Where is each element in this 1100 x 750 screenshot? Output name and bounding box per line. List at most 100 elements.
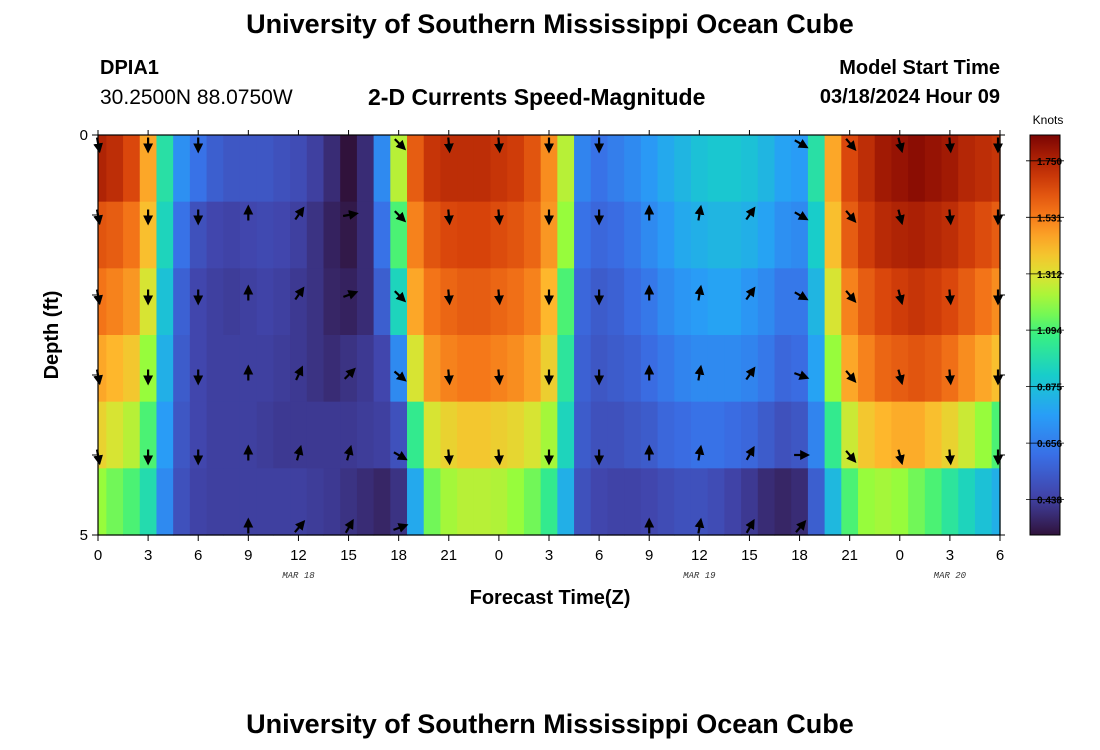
x-axis-title: Forecast Time(Z) bbox=[470, 587, 631, 609]
y-axis: 05 bbox=[80, 127, 1005, 544]
current-vector-arrow bbox=[343, 290, 359, 300]
x-tick-label: 21 bbox=[841, 547, 858, 564]
heatmap-cell bbox=[273, 135, 291, 203]
heatmap-cell bbox=[774, 335, 792, 403]
heatmap-cell bbox=[757, 135, 776, 203]
heatmap-cell bbox=[390, 268, 408, 336]
heatmap-cell bbox=[256, 135, 274, 203]
heatmap-cell bbox=[123, 201, 141, 269]
heatmap-cell bbox=[640, 135, 659, 203]
heatmap-cell bbox=[273, 401, 291, 469]
heatmap-cell bbox=[607, 201, 625, 269]
heatmap-cell bbox=[791, 401, 809, 469]
current-vector-arrow bbox=[694, 284, 705, 301]
heatmap-cell bbox=[223, 468, 241, 536]
heatmap-cell bbox=[273, 268, 291, 336]
current-vector-arrow bbox=[694, 517, 705, 534]
heatmap-cell bbox=[874, 335, 893, 403]
heatmap-cell bbox=[574, 335, 592, 403]
current-vector-arrow bbox=[845, 210, 857, 223]
heatmap-cell bbox=[841, 335, 859, 403]
current-vector-arrow bbox=[794, 139, 809, 149]
heatmap-cell bbox=[407, 268, 425, 336]
heatmap-cell bbox=[440, 401, 458, 469]
heatmap-cell bbox=[774, 468, 792, 536]
heatmap-cell bbox=[223, 335, 241, 403]
heatmap-cell bbox=[724, 201, 742, 269]
heatmap-cell bbox=[858, 135, 876, 203]
heatmap-cell bbox=[690, 335, 709, 403]
heatmap-cell bbox=[98, 335, 107, 403]
current-vector-arrow bbox=[494, 209, 504, 226]
colorbar-gradient bbox=[1029, 134, 1061, 536]
heatmap-cell bbox=[223, 201, 241, 269]
current-vector-arrow bbox=[443, 209, 454, 226]
heatmap-cell bbox=[924, 135, 943, 203]
heatmap-cell bbox=[173, 135, 191, 203]
heatmap-cell bbox=[106, 468, 124, 536]
heatmap-cell bbox=[640, 201, 659, 269]
heatmap-cell bbox=[540, 401, 558, 469]
x-tick-label: 0 bbox=[896, 547, 904, 564]
heatmap-cell bbox=[807, 335, 826, 403]
heatmap-cell bbox=[757, 335, 776, 403]
heatmap-cell bbox=[290, 268, 308, 336]
heatmap-cell bbox=[574, 201, 592, 269]
heatmap-cell bbox=[306, 401, 325, 469]
heatmap-cell bbox=[891, 468, 909, 536]
heatmap-cell bbox=[189, 401, 208, 469]
heatmap-cell bbox=[206, 401, 224, 469]
heatmap-cell bbox=[356, 201, 375, 269]
heatmap-cell bbox=[306, 335, 325, 403]
heatmap-cell bbox=[624, 401, 642, 469]
heatmap-cell bbox=[473, 135, 492, 203]
heatmap-cell bbox=[423, 201, 442, 269]
heatmap-cell bbox=[741, 135, 759, 203]
heatmap-cell bbox=[173, 268, 191, 336]
heatmap-cell bbox=[707, 268, 725, 336]
heatmap-cell bbox=[590, 335, 609, 403]
chart-subtitle: 2-D Currents Speed-Magnitude bbox=[368, 84, 706, 110]
heatmap-cell bbox=[891, 268, 909, 336]
current-vector-arrow bbox=[945, 369, 955, 386]
heatmap-cell bbox=[774, 268, 792, 336]
heatmap-cell bbox=[657, 401, 675, 469]
heatmap-cell bbox=[924, 401, 943, 469]
heatmap-cell bbox=[507, 468, 525, 536]
heatmap-cell bbox=[858, 201, 876, 269]
x-tick-label: 6 bbox=[595, 547, 603, 564]
heatmap-cell bbox=[974, 201, 993, 269]
heatmap-cell bbox=[757, 201, 776, 269]
heatmap-cell bbox=[206, 201, 224, 269]
heatmap-cell bbox=[173, 201, 191, 269]
x-tick-label: 0 bbox=[495, 547, 503, 564]
heatmap-cell bbox=[98, 135, 107, 203]
current-vector-arrow bbox=[794, 211, 809, 221]
heatmap-cell bbox=[373, 201, 391, 269]
current-vector-arrow bbox=[895, 137, 905, 154]
heatmap-cell bbox=[407, 401, 425, 469]
heatmap-cell bbox=[256, 468, 274, 536]
heatmap-cell bbox=[356, 401, 375, 469]
heatmap-cell bbox=[674, 135, 692, 203]
heatmap bbox=[98, 135, 1001, 536]
heatmap-cell bbox=[340, 401, 358, 469]
heatmap-cell bbox=[774, 401, 792, 469]
heatmap-cell bbox=[724, 335, 742, 403]
heatmap-cell bbox=[791, 201, 809, 269]
current-vector-arrow bbox=[694, 444, 705, 461]
heatmap-cell bbox=[139, 268, 158, 336]
heatmap-cell bbox=[707, 468, 725, 536]
heatmap-cell bbox=[791, 335, 809, 403]
colorbar-tick-label: 1.094 bbox=[1037, 326, 1062, 337]
heatmap-cell bbox=[523, 335, 542, 403]
heatmap-cell bbox=[340, 135, 358, 203]
heatmap-cell bbox=[457, 468, 475, 536]
heatmap-cell bbox=[356, 268, 375, 336]
heatmap-cell bbox=[624, 268, 642, 336]
heatmap-cell bbox=[958, 401, 976, 469]
heatmap-cell bbox=[440, 268, 458, 336]
heatmap-cell bbox=[356, 135, 375, 203]
heatmap-cell bbox=[156, 201, 174, 269]
